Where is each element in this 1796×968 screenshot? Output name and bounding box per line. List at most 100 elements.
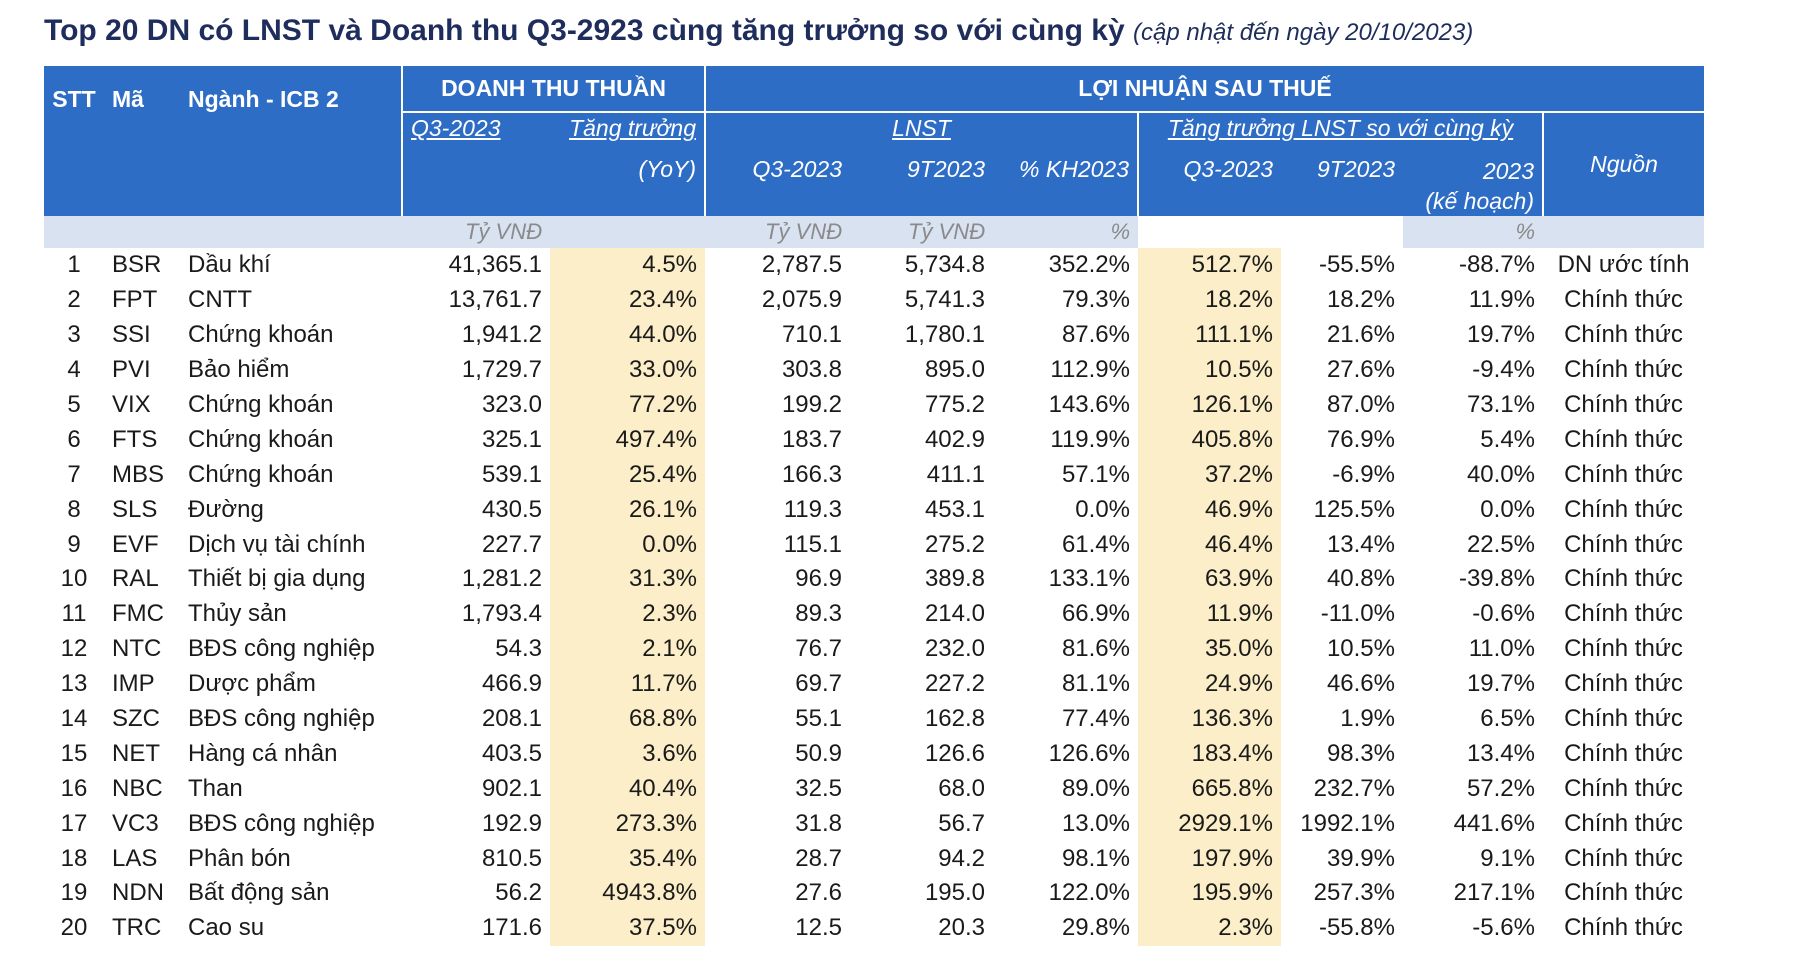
- cell-nganh: Thủy sản: [188, 600, 287, 628]
- cell-rev-q3: 466.9: [481, 670, 542, 698]
- cell-lnst-kh: 98.1%: [1061, 844, 1130, 872]
- cell-ma: NET: [112, 739, 160, 767]
- cell-rev-growth: 77.2%: [550, 387, 705, 423]
- cell-growth-9t: -55.5%: [1318, 251, 1395, 279]
- header-g-9t: 9T2023: [1281, 152, 1403, 216]
- cell-rev-growth: 31.3%: [550, 562, 705, 597]
- cell-growth-9t: 40.8%: [1326, 565, 1395, 593]
- cell-nganh: Chứng khoán: [188, 425, 334, 453]
- cell-rev-q3: 171.6: [481, 914, 542, 942]
- cell-growth-q3: 24.9%: [1138, 666, 1281, 702]
- cell-lnst-q3: 69.7: [795, 670, 842, 698]
- cell-lnst-q3: 303.8: [781, 356, 842, 384]
- cell-growth-plan: -0.6%: [1472, 600, 1535, 628]
- cell-growth-q3: 37.2%: [1138, 457, 1281, 493]
- cell-stt: 7: [67, 460, 81, 488]
- cell-nganh: Thiết bị gia dụng: [188, 565, 366, 593]
- table-row: 3 SSI Chứng khoán 1,941.2 44.0% 710.1 1,780.1 8…: [44, 317, 1704, 353]
- cell-lnst-q3: 96.9: [795, 565, 842, 593]
- cell-nguon: Chính thức: [1564, 670, 1683, 698]
- table-row: 12 NTC BĐS công nghiệp 54.3 2.1% 76.7 232.0 81.…: [44, 631, 1704, 667]
- cell-growth-plan: 11.0%: [1468, 635, 1535, 663]
- cell-lnst-9t: 232.0: [924, 635, 985, 663]
- cell-growth-q3: 46.9%: [1138, 492, 1281, 528]
- cell-rev-q3: 902.1: [481, 774, 542, 802]
- cell-growth-9t: 21.6%: [1326, 321, 1395, 349]
- header-rev-q3: Q3-2023: [401, 112, 550, 152]
- table-row: 5 VIX Chứng khoán 323.0 77.2% 199.2 775.2 143.6…: [44, 387, 1704, 423]
- cell-nguon: Chính thức: [1564, 495, 1683, 523]
- cell-lnst-9t: 214.0: [924, 600, 985, 628]
- cell-lnst-9t: 68.0: [938, 774, 985, 802]
- cell-lnst-kh: 0.0%: [1075, 495, 1130, 523]
- cell-growth-plan: 22.5%: [1466, 530, 1535, 558]
- cell-nganh: Đường: [188, 495, 264, 523]
- cell-growth-plan: 73.1%: [1466, 391, 1535, 418]
- cell-lnst-kh: 61.4%: [1061, 530, 1130, 558]
- cell-rev-growth: 37.5%: [550, 910, 705, 946]
- cell-stt: 10: [60, 565, 88, 593]
- cell-growth-plan: 441.6%: [1453, 809, 1535, 837]
- cell-growth-9t: 98.3%: [1326, 739, 1395, 767]
- header-nguon: Nguồn: [1542, 112, 1704, 216]
- cell-stt: 18: [60, 844, 88, 872]
- cell-growth-9t: 87.0%: [1326, 391, 1395, 418]
- cell-growth-plan: 19.7%: [1466, 670, 1535, 698]
- cell-nguon: Chính thức: [1564, 705, 1683, 733]
- cell-growth-9t: 39.9%: [1326, 844, 1395, 872]
- table-row: 16 NBC Than 902.1 40.4% 32.5 68.0 89.0% 665.8% 23…: [44, 771, 1704, 807]
- cell-stt: 14: [60, 705, 88, 733]
- cell-rev-growth: 23.4%: [550, 282, 705, 318]
- cell-stt: 4: [67, 356, 81, 384]
- cell-lnst-9t: 56.7: [938, 809, 985, 837]
- cell-ma: SSI: [112, 321, 151, 349]
- cell-lnst-q3: 50.9: [795, 739, 842, 767]
- table-row: 11 FMC Thủy sản 1,793.4 2.3% 89.3 214.0 66.9% 11…: [44, 596, 1704, 632]
- cell-lnst-q3: 55.1: [795, 705, 842, 733]
- cell-rev-growth: 273.3%: [550, 806, 705, 842]
- header-lnst-9t: 9T2023: [850, 152, 993, 216]
- cell-lnst-9t: 5,741.3: [904, 286, 985, 314]
- table-row: 4 PVI Bảo hiểm 1,729.7 33.0% 303.8 895.0 112.9%…: [44, 352, 1704, 388]
- cell-growth-q3: 111.1%: [1138, 317, 1281, 353]
- cell-nguon: Chính thức: [1564, 460, 1683, 488]
- table-row: 20 TRC Cao su 171.6 37.5% 12.5 20.3 29.8% 2.3% -5…: [44, 910, 1704, 946]
- cell-growth-plan: 0.0%: [1480, 495, 1535, 523]
- cell-growth-9t: 257.3%: [1313, 879, 1395, 907]
- cell-lnst-9t: 895.0: [924, 356, 985, 384]
- cell-rev-q3: 41,365.1: [448, 251, 542, 279]
- cell-growth-plan: -9.4%: [1472, 356, 1535, 384]
- cell-lnst-9t: 126.6: [924, 739, 985, 767]
- cell-stt: 19: [60, 879, 88, 907]
- cell-lnst-q3: 2,075.9: [761, 286, 842, 314]
- header-lnst-q3: Q3-2023: [704, 152, 850, 216]
- cell-nganh: Hàng cá nhân: [188, 739, 338, 767]
- cell-rev-q3: 1,941.2: [461, 321, 542, 349]
- cell-stt: 17: [60, 809, 88, 837]
- cell-rev-q3: 227.7: [481, 530, 542, 558]
- cell-growth-9t: 1.9%: [1340, 705, 1395, 733]
- cell-growth-9t: 1992.1%: [1300, 809, 1395, 837]
- cell-lnst-9t: 162.8: [924, 705, 985, 733]
- cell-ma: TRC: [112, 914, 162, 942]
- header-rev-yoy: (YoY): [550, 152, 705, 216]
- cell-rev-q3: 323.0: [481, 391, 542, 418]
- cell-rev-q3: 1,281.2: [461, 565, 542, 593]
- unit-lnst-q3: Tỷ VNĐ: [705, 216, 850, 248]
- cell-lnst-q3: 89.3: [795, 600, 842, 628]
- cell-lnst-9t: 775.2: [924, 391, 985, 418]
- cell-growth-q3: 665.8%: [1138, 771, 1281, 807]
- title-update-note: (cập nhật đến ngày 20/10/2023): [1132, 19, 1474, 46]
- cell-lnst-9t: 402.9: [924, 425, 985, 453]
- cell-nganh: Bảo hiểm: [188, 356, 290, 384]
- cell-growth-q3: 183.4%: [1138, 736, 1281, 772]
- cell-rev-q3: 192.9: [481, 809, 542, 837]
- header-g-2023-plan: (kế hoạch): [1425, 188, 1534, 214]
- table-row: 7 MBS Chứng khoán 539.1 25.4% 166.3 411.1 57.1%…: [44, 457, 1704, 493]
- cell-lnst-q3: 31.8: [795, 809, 842, 837]
- header-rev-growth: Tăng trưởng: [550, 112, 705, 152]
- header-growth-group: Tăng trưởng LNST so với cùng kỳ: [1137, 112, 1543, 152]
- cell-nguon: Chính thức: [1564, 879, 1683, 907]
- cell-stt: 9: [67, 530, 81, 558]
- table-row: 8 SLS Đường 430.5 26.1% 119.3 453.1 0.0% 46.9% 12…: [44, 492, 1704, 528]
